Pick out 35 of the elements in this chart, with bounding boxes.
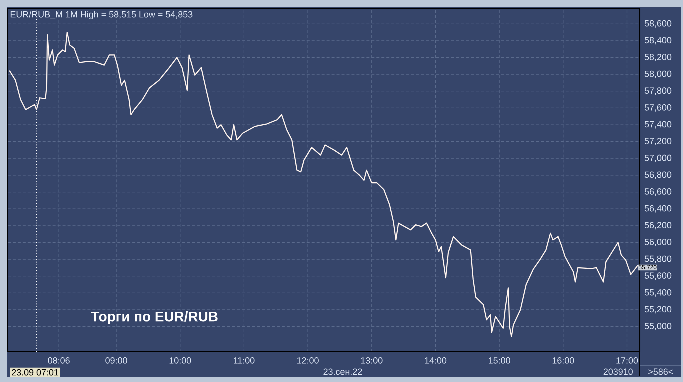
x-tick-label: 14:00: [425, 358, 447, 364]
y-tick-label: 58,600: [644, 20, 672, 28]
x-tick-label: 13:00: [361, 358, 383, 364]
text: >586<: [648, 368, 674, 376]
y-tick-label: 58,200: [644, 54, 672, 62]
x-tick-label: 12:00: [298, 358, 319, 364]
y-tick-label: 56,600: [644, 188, 672, 196]
x-tick-label: 09:00: [106, 358, 128, 364]
y-tick-label: 55,800: [644, 256, 672, 264]
y-tick-label: 56,800: [644, 172, 672, 180]
y-tick-label: 56,200: [644, 222, 672, 230]
text: 203910: [604, 368, 633, 376]
y-tick-label: 57,800: [644, 88, 672, 96]
y-tick-label: 58,000: [644, 70, 672, 78]
y-tick-label: 55,200: [644, 306, 672, 314]
y-tick-label: 57,200: [644, 138, 672, 146]
text: 23.09 07:01: [12, 369, 59, 376]
chart-title: EUR/RUB_M 1M High = 58,515 Low = 54,853: [10, 11, 193, 20]
x-tick-label: 10:00: [170, 358, 192, 364]
x-tick-label: 08:06: [48, 358, 70, 364]
y-tick-label: 56,000: [644, 239, 672, 246]
y-tick-label: 58,400: [644, 37, 672, 45]
x-tick-label: 11:00: [234, 358, 255, 364]
text: 23.сен.22: [324, 368, 362, 376]
y-tick-label: 55,000: [644, 323, 672, 330]
y-tick-label: 55,400: [644, 289, 672, 297]
y-tick-label: 57,400: [644, 121, 672, 129]
x-tick-label: 16:00: [552, 358, 574, 364]
annotation: Торги по EUR/RUB: [91, 311, 218, 324]
x-tick-label: 15:00: [489, 358, 510, 364]
y-tick-label: 55,600: [644, 272, 672, 280]
y-tick-label: 56,400: [644, 205, 672, 213]
y-tick-label: 57,000: [644, 154, 672, 162]
y-tick-label: 57,600: [644, 104, 672, 112]
x-tick-label: 17:00: [616, 358, 638, 364]
